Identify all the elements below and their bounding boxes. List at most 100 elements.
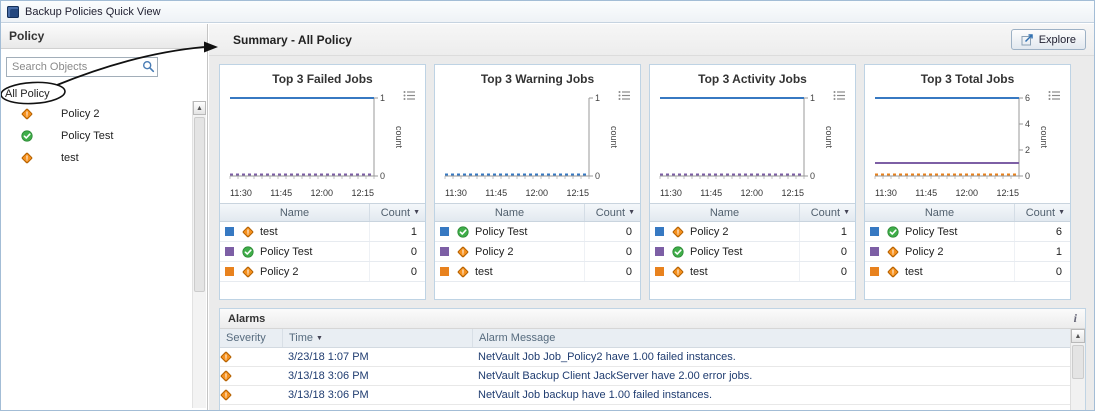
message-column-header[interactable]: Alarm Message <box>472 329 1070 347</box>
x-tick: 12:00 <box>310 188 334 198</box>
row-name: Policy 2 <box>690 225 729 238</box>
chart-title: Top 3 Activity Jobs <box>698 72 807 86</box>
alarms-table: Severity Time ▼ Alarm Message ! 3/23/18 1… <box>220 329 1070 410</box>
chart-legend-table: Name Count ▼ Policy Test 0 ! P <box>435 203 640 282</box>
status-icon: ! <box>242 266 254 278</box>
table-row[interactable]: ! Policy 2 0 <box>220 262 425 282</box>
count-column-header[interactable]: Count ▼ <box>584 204 640 221</box>
warning-diamond-icon: ! <box>21 108 33 120</box>
tree-scrollbar[interactable]: ▲ <box>192 101 206 408</box>
sort-desc-icon: ▼ <box>316 334 323 342</box>
row-count: 0 <box>369 262 425 281</box>
app-icon <box>7 5 19 18</box>
chart-x-axis: 11:30 11:45 12:00 12:15 <box>230 188 374 198</box>
explore-icon <box>1021 34 1033 46</box>
table-row[interactable]: ! test 0 <box>435 262 640 282</box>
table-row[interactable]: Policy Test 0 <box>220 242 425 262</box>
table-row[interactable]: ! Policy 2 1 <box>650 222 855 242</box>
table-row[interactable]: Policy Test 0 <box>650 242 855 262</box>
policy-sidebar: Policy All Policy ! Policy 2 Policy Test… <box>1 24 208 410</box>
count-column-header[interactable]: Count ▼ <box>1014 204 1070 221</box>
table-row[interactable]: ! test 0 <box>865 262 1070 282</box>
table-row[interactable]: ! Policy 2 0 <box>435 242 640 262</box>
row-count: 6 <box>1014 222 1070 241</box>
check-circle-icon <box>21 130 33 142</box>
chart-legend-table: Name Count ▼ Policy Test 6 ! P <box>865 203 1070 282</box>
sort-desc-icon: ▼ <box>413 209 420 216</box>
sort-desc-icon: ▼ <box>843 209 850 216</box>
scroll-up-icon[interactable]: ▲ <box>193 101 206 115</box>
row-name: test <box>690 265 708 278</box>
legend-swatch <box>440 227 449 236</box>
name-column-header[interactable]: Name <box>924 207 955 219</box>
severity-column-header[interactable]: Severity <box>226 332 266 344</box>
count-column-header[interactable]: Count ▼ <box>369 204 425 221</box>
table-row[interactable]: ! Policy 2 1 <box>865 242 1070 262</box>
search-input[interactable] <box>6 57 158 77</box>
chart-options-icon[interactable] <box>1048 90 1061 104</box>
tree-item-label: test <box>61 152 79 164</box>
alarm-message: NetVault Backup Client JackServer have 2… <box>478 370 753 382</box>
x-tick: 11:45 <box>485 188 508 198</box>
search-icon[interactable] <box>142 60 155 76</box>
chart-options-icon[interactable] <box>618 90 631 104</box>
tree-item-policy-test[interactable]: Policy Test <box>1 125 207 147</box>
svg-text:count: count <box>609 126 619 149</box>
name-column-header[interactable]: Name <box>494 207 525 219</box>
tree-item-test[interactable]: ! test <box>1 147 207 169</box>
alarm-row[interactable]: ! 3/23/18 1:07 PM NetVault Job Job_Polic… <box>220 348 1070 367</box>
scroll-up-icon[interactable]: ▲ <box>1071 329 1085 343</box>
svg-text:!: ! <box>677 267 680 276</box>
chart-x-axis: 11:30 11:45 12:00 12:15 <box>660 188 804 198</box>
row-count: 0 <box>584 242 640 261</box>
name-column-header[interactable]: Name <box>709 207 740 219</box>
chart-plot: 1 0 count <box>444 93 619 181</box>
tree-item-policy-2[interactable]: ! Policy 2 <box>1 103 207 125</box>
row-count: 0 <box>584 262 640 281</box>
x-tick: 12:00 <box>740 188 764 198</box>
row-count: 0 <box>799 242 855 261</box>
info-icon[interactable]: i <box>1073 311 1077 325</box>
row-count: 0 <box>799 262 855 281</box>
row-name: Policy Test <box>690 245 743 258</box>
row-name: Policy Test <box>905 225 958 238</box>
svg-text:!: ! <box>225 390 228 399</box>
scrollbar-thumb[interactable] <box>1072 345 1084 379</box>
policy-tree: All Policy ! Policy 2 Policy Test ! test <box>1 85 207 169</box>
scrollbar-thumb[interactable] <box>194 117 205 292</box>
chart-legend-table: Name Count ▼ ! Policy 2 1 Poli <box>650 203 855 282</box>
svg-text:1: 1 <box>595 93 600 103</box>
alarms-table-header: Severity Time ▼ Alarm Message <box>220 329 1070 348</box>
summary-header: Summary - All Policy Explore <box>209 24 1094 56</box>
alarm-row[interactable]: ! 3/13/18 3:06 PM NetVault Backup Client… <box>220 367 1070 386</box>
svg-text:count: count <box>1039 126 1049 149</box>
chart-options-icon[interactable] <box>833 90 846 104</box>
row-count: 0 <box>369 242 425 261</box>
alarm-row[interactable]: ! 3/13/18 3:06 PM NetVault Job backup ha… <box>220 386 1070 405</box>
title-bar: Backup Policies Quick View <box>1 1 1094 23</box>
time-column-header[interactable]: Time ▼ <box>282 329 472 347</box>
alarm-message: NetVault Job Job_Policy2 have 1.00 faile… <box>478 351 736 363</box>
table-row[interactable]: Policy Test 6 <box>865 222 1070 242</box>
explore-button[interactable]: Explore <box>1010 29 1086 50</box>
alarms-scrollbar[interactable]: ▲ <box>1070 329 1085 410</box>
alarms-title: Alarms <box>228 312 266 325</box>
x-tick: 11:45 <box>270 188 293 198</box>
count-header-label: Count <box>380 206 411 219</box>
search-box <box>6 57 158 77</box>
explore-label: Explore <box>1038 33 1076 46</box>
table-row[interactable]: ! test 1 <box>220 222 425 242</box>
svg-text:!: ! <box>462 247 465 256</box>
svg-text:!: ! <box>892 267 895 276</box>
window-title: Backup Policies Quick View <box>25 5 161 18</box>
svg-text:!: ! <box>892 247 895 256</box>
name-column-header[interactable]: Name <box>279 207 310 219</box>
chart-options-icon[interactable] <box>403 90 416 104</box>
tree-item-all-policy[interactable]: All Policy <box>5 88 50 100</box>
sort-desc-icon: ▼ <box>1058 209 1065 216</box>
svg-text:count: count <box>824 126 834 149</box>
count-column-header[interactable]: Count ▼ <box>799 204 855 221</box>
table-row[interactable]: Policy Test 0 <box>435 222 640 242</box>
tree-item-label: Policy Test <box>61 130 114 142</box>
table-row[interactable]: ! test 0 <box>650 262 855 282</box>
